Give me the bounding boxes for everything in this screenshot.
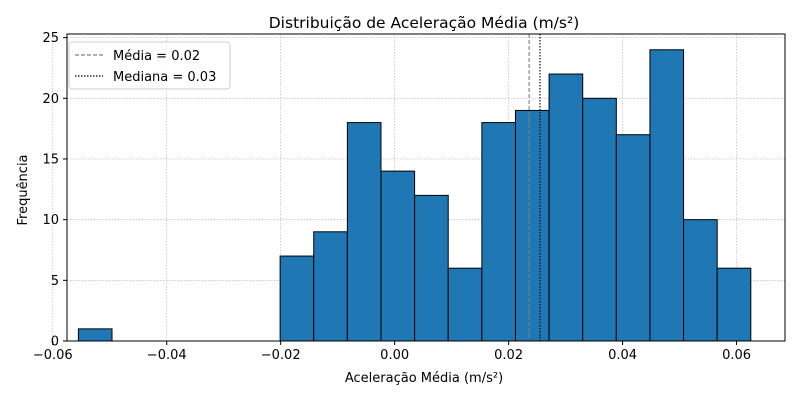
- y-axis: 0 5 10 15 20 25: [42, 31, 67, 350]
- histogram-bar: [514, 109, 550, 342]
- x-tick-label: −0.06: [33, 348, 73, 363]
- legend-label-mean: Média = 0.02: [113, 49, 200, 64]
- histogram-bar: [649, 49, 685, 342]
- y-tick-label: 25: [42, 31, 59, 46]
- x-tick-label: 0.06: [722, 348, 751, 363]
- chart-title: Distribuição de Aceleração Média (m/s²): [269, 14, 580, 32]
- histogram-bar: [346, 122, 382, 342]
- y-tick-label: 20: [42, 92, 59, 107]
- x-tick-label: −0.02: [261, 348, 301, 363]
- x-axis-label: Aceleração Média (m/s²): [345, 371, 503, 386]
- histogram-bar: [481, 122, 516, 342]
- x-axis: −0.06 −0.04 −0.02 0.00 0.02 0.04 0.06: [33, 341, 751, 363]
- x-tick-label: 0.02: [494, 348, 523, 363]
- histogram-bar: [380, 170, 416, 342]
- histogram-bar: [582, 97, 617, 342]
- x-tick-label: 0.04: [608, 348, 637, 363]
- legend-label-median: Mediana = 0.03: [113, 70, 216, 85]
- x-tick-label: −0.04: [147, 348, 187, 363]
- histogram-bar: [279, 255, 315, 342]
- histogram-bar: [414, 194, 449, 342]
- histogram-bar: [447, 267, 483, 342]
- y-tick-label: 15: [42, 152, 59, 167]
- reference-lines: [528, 34, 541, 341]
- y-tick-label: 0: [51, 335, 59, 350]
- y-tick-label: 10: [42, 213, 59, 228]
- y-axis-label: Frequência: [16, 154, 31, 225]
- legend-box: [68, 41, 231, 90]
- histogram-bar: [683, 219, 718, 342]
- legend: Média = 0.02 Mediana = 0.03: [68, 41, 231, 90]
- histogram-bar: [615, 134, 651, 342]
- histogram-bar: [313, 231, 348, 342]
- histogram-bars: [77, 49, 752, 342]
- histogram-bar: [716, 267, 752, 342]
- histogram-bar: [548, 73, 584, 342]
- histogram-bar: [77, 328, 113, 342]
- y-tick-label: 5: [51, 274, 59, 289]
- x-tick-label: 0.00: [380, 348, 409, 363]
- plot-frame: [66, 33, 786, 342]
